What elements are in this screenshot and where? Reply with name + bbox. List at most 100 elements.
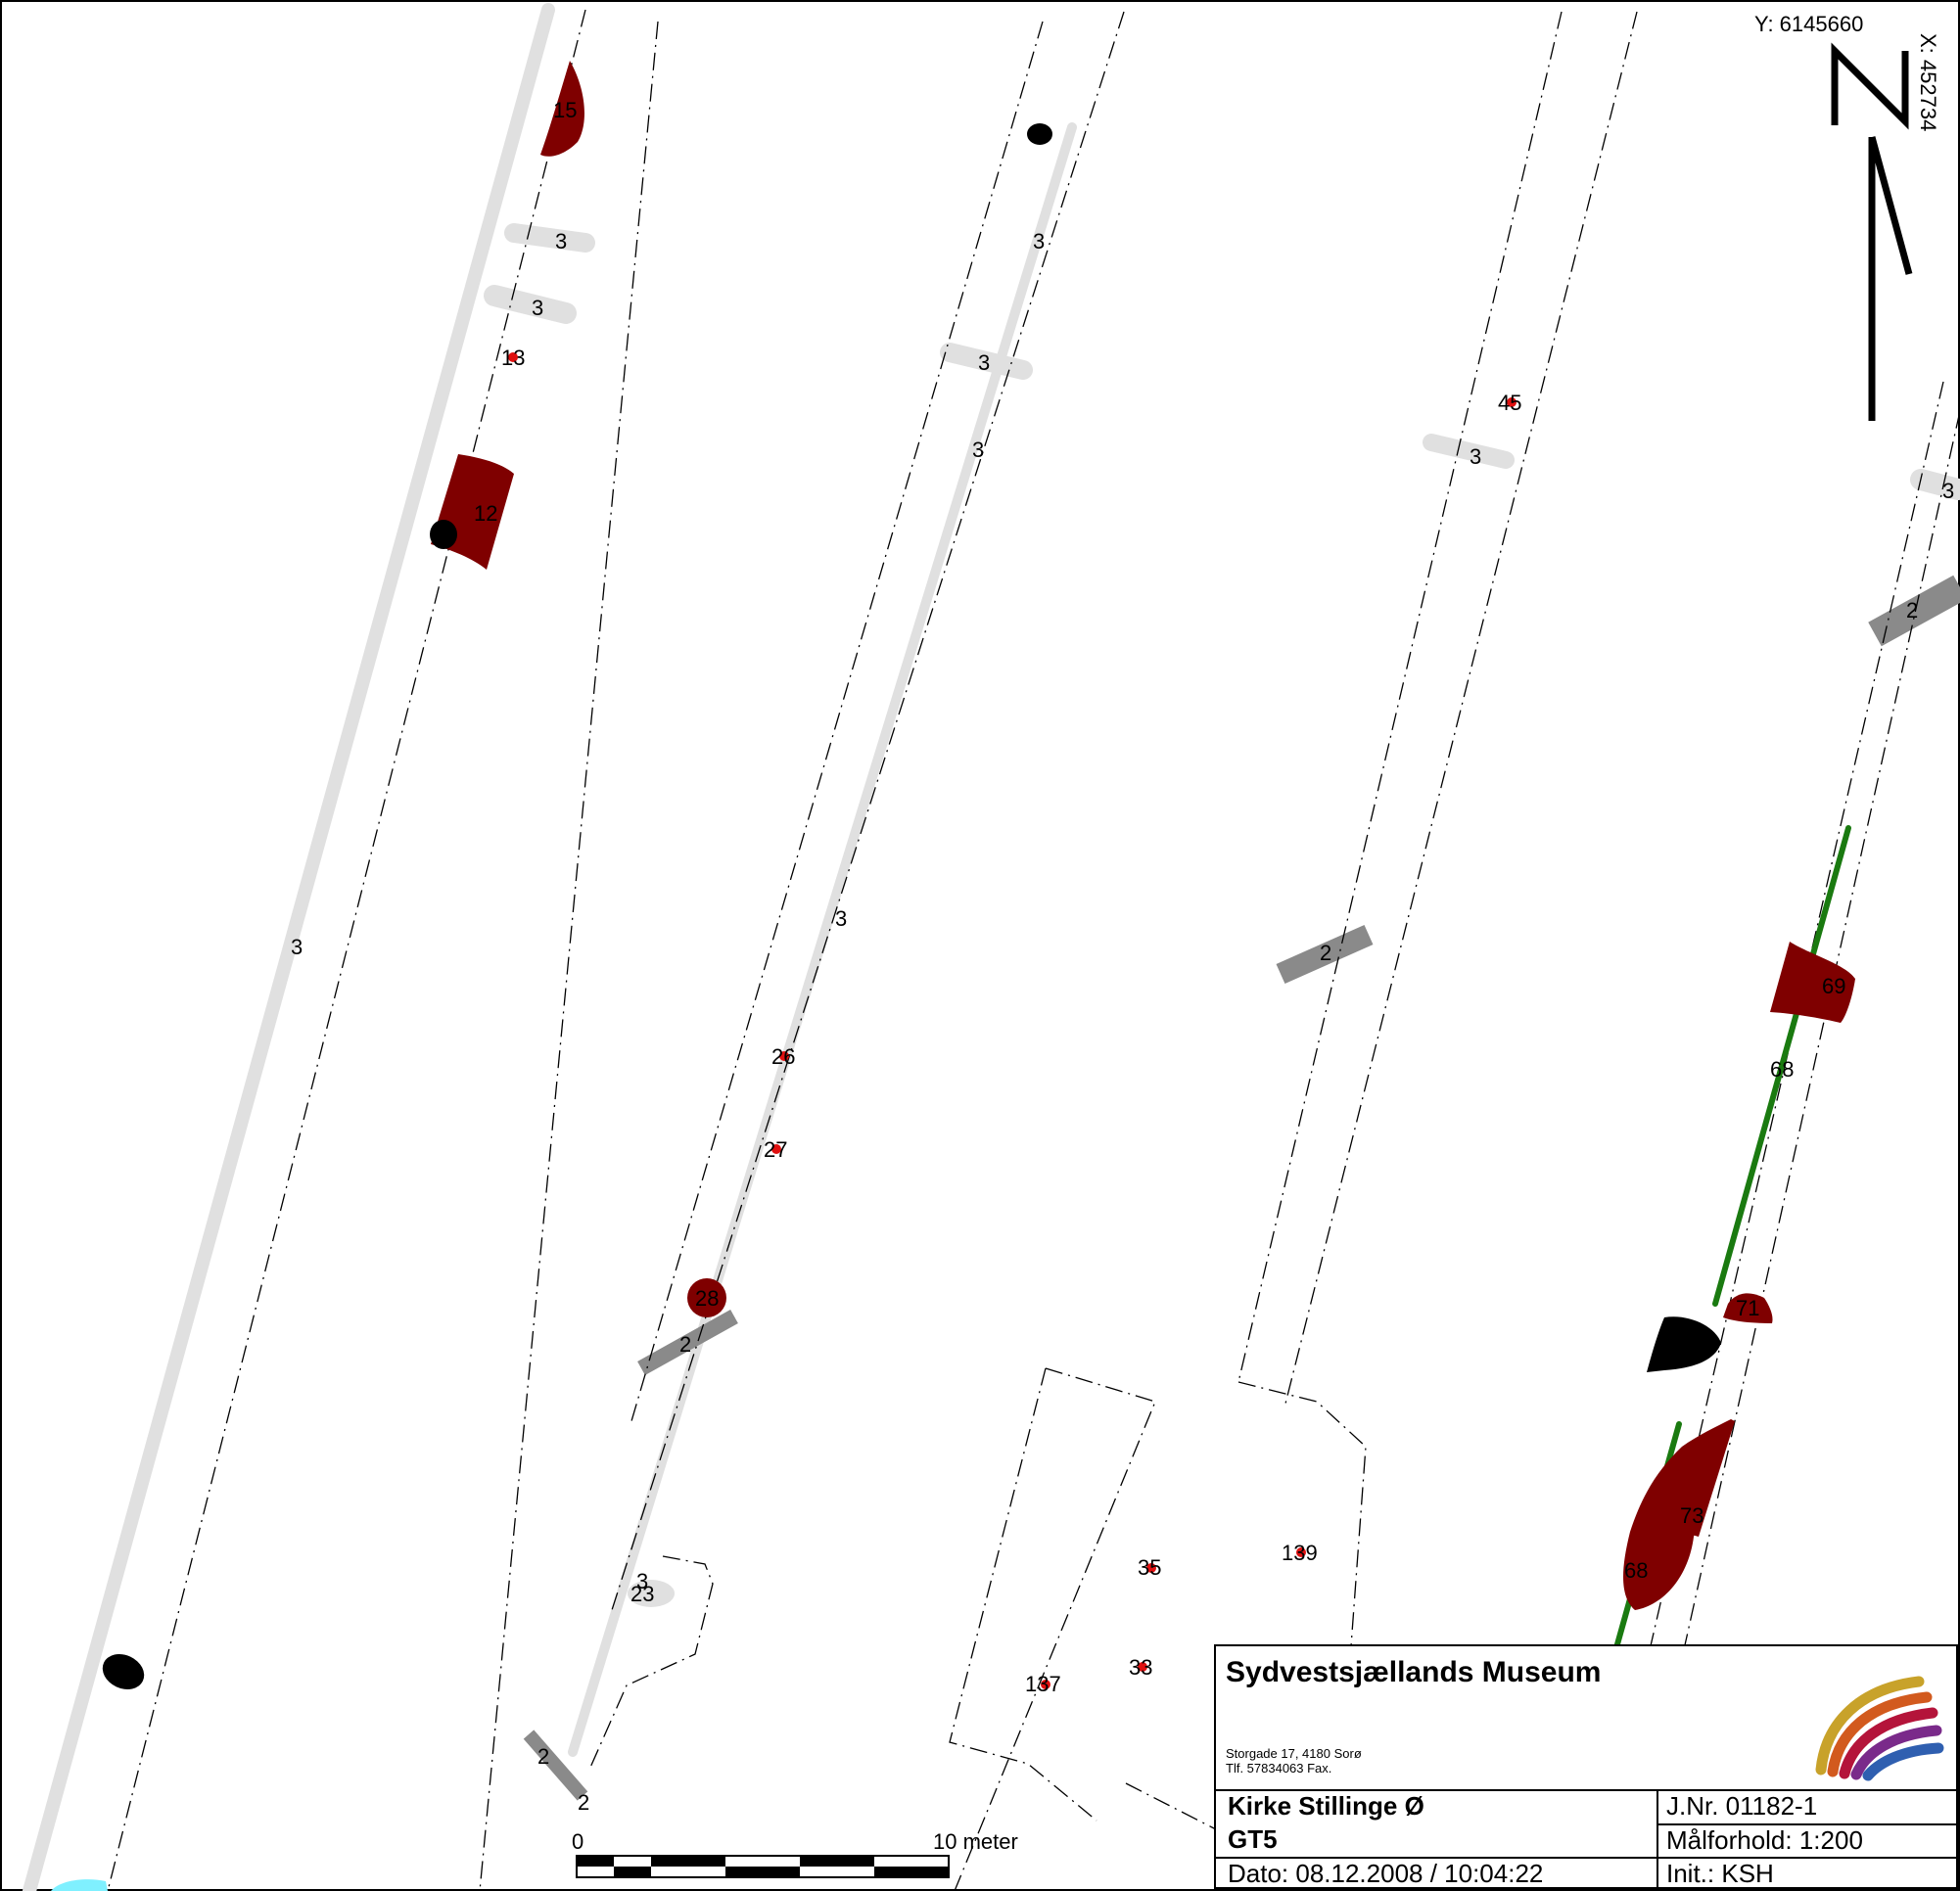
find-points	[508, 352, 1517, 1689]
label-3-c: 3	[1033, 229, 1045, 254]
initials: Init.: KSH	[1666, 1859, 1774, 1888]
label-3-a: 3	[555, 229, 567, 254]
title-block-divider-3	[1216, 1857, 1956, 1859]
cross-trench-right	[1237, 1381, 1367, 1647]
ditch-3-cross-3	[940, 343, 1033, 380]
trench-3-right-edge	[1283, 11, 1638, 1408]
feature-71	[1723, 1293, 1773, 1323]
museum-logo-icon	[1815, 1676, 1944, 1781]
find-26	[779, 1051, 789, 1061]
feature-23-patch	[628, 1580, 675, 1607]
trench-2-right-edge	[611, 11, 1125, 1611]
find-137	[1041, 1680, 1050, 1689]
feature-73-edge	[1692, 1419, 1735, 1537]
trench-2-extension	[588, 1555, 714, 1771]
ditch-2-right	[1868, 575, 1960, 647]
site-code: GT5	[1228, 1824, 1278, 1854]
ditch-3-cross-1	[504, 223, 595, 253]
label-15: 15	[553, 98, 577, 122]
coord-y: Y: 6145660	[1754, 12, 1863, 36]
label-12: 12	[474, 501, 497, 526]
trench-3-left-edge	[1237, 11, 1563, 1383]
label-68-upper: 68	[1770, 1057, 1794, 1082]
ditch-2-lower	[637, 1310, 738, 1375]
ditch-3-long-left	[23, 3, 555, 1891]
label-33: 33	[1129, 1655, 1152, 1680]
ditch-2-mid	[1276, 924, 1374, 985]
trench-2-left-edge	[630, 21, 1044, 1422]
label-3-g: 3	[1942, 479, 1954, 503]
label-3-d: 3	[978, 350, 990, 375]
label-26: 26	[771, 1044, 795, 1069]
feature-73	[1623, 1419, 1733, 1610]
title-block-divider-2	[1657, 1823, 1960, 1825]
feature-labels: 15 12 13 45 26 27 28 23 35 33 137 139 69…	[474, 98, 1845, 1696]
find-27	[771, 1144, 781, 1154]
label-137: 137	[1025, 1672, 1061, 1696]
feature-69	[1770, 942, 1855, 1023]
site-name: Kirke Stillinge Ø	[1228, 1791, 1424, 1821]
museum-address: Storgade 17, 4180 Sorø	[1226, 1746, 1362, 1761]
label-2-e: 2	[578, 1790, 589, 1815]
cross-trench-left-lower	[949, 1367, 1097, 1822]
ditch-3-cross-4	[1423, 434, 1515, 469]
find-35	[1146, 1563, 1156, 1573]
label-69: 69	[1822, 974, 1845, 998]
feature-15	[540, 61, 584, 157]
label-35: 35	[1138, 1555, 1161, 1580]
stone-1	[1027, 123, 1052, 145]
coord-x: X: 452734	[1916, 33, 1940, 131]
museum-name: Sydvestsjællands Museum	[1226, 1656, 1602, 1688]
label-3-h: 3	[291, 935, 303, 959]
stone-4	[1647, 1316, 1721, 1372]
feature-12	[431, 454, 514, 570]
find-13	[508, 352, 518, 362]
label-45: 45	[1498, 391, 1521, 415]
find-33	[1138, 1662, 1147, 1672]
museum-address-block: Storgade 17, 4180 Sorø Tlf. 57834063 Fax…	[1226, 1746, 1362, 1776]
label-3-i: 3	[835, 906, 847, 931]
map-scale: Målforhold: 1:200	[1666, 1825, 1863, 1855]
trench-boundaries	[107, 9, 1960, 1891]
label-2-c: 2	[679, 1332, 691, 1357]
ditch-2-bottom	[523, 1730, 588, 1801]
label-2-b: 2	[1320, 941, 1331, 965]
label-3-j: 3	[636, 1569, 648, 1593]
label-71: 71	[1736, 1296, 1759, 1320]
cross-trench-left	[954, 1367, 1156, 1891]
label-3-e: 3	[972, 438, 984, 462]
trench-1-left-edge	[107, 9, 586, 1891]
find-45	[1507, 397, 1517, 407]
label-23: 23	[630, 1582, 654, 1606]
feature-28	[687, 1278, 726, 1317]
title-block-column-divider	[1657, 1791, 1658, 1891]
ditch-3-cross-2	[484, 285, 577, 324]
ditches-light	[23, 3, 1960, 1891]
label-3-b: 3	[532, 296, 543, 320]
stone-2	[430, 520, 457, 549]
journal-number: J.Nr. 01182-1	[1666, 1791, 1818, 1821]
scale-start-label: 0	[572, 1829, 583, 1854]
stones	[51, 123, 1721, 1891]
title-block: Sydvestsjællands Museum Storgade 17, 418…	[1214, 1644, 1960, 1891]
find-139	[1296, 1547, 1306, 1557]
trench-4-left-edge	[1593, 381, 1944, 1891]
label-28: 28	[695, 1286, 719, 1311]
label-2-a: 2	[1906, 598, 1918, 623]
water-patch	[51, 1879, 108, 1891]
label-2-d: 2	[537, 1744, 549, 1769]
ditch-3-cross-5	[1910, 469, 1960, 500]
ditch-labels: 3 3 3 3 3 3 3 3 3 3 2 2 2 2 2	[291, 229, 1954, 1815]
scale-end-label: 10 meter	[933, 1829, 1018, 1854]
north-arrow-icon	[1831, 42, 1913, 421]
plan-date: Dato: 08.12.2008 / 10:04:22	[1228, 1859, 1544, 1888]
ditch-3-long-mid	[568, 122, 1077, 1757]
label-27: 27	[764, 1137, 787, 1162]
label-139: 139	[1282, 1541, 1318, 1565]
map-grid-info: Y: 6145660 X: 452734	[1754, 12, 1940, 421]
label-73: 73	[1680, 1503, 1703, 1528]
scale-bar: 0 10 meter	[572, 1829, 1018, 1878]
label-13: 13	[501, 346, 525, 370]
